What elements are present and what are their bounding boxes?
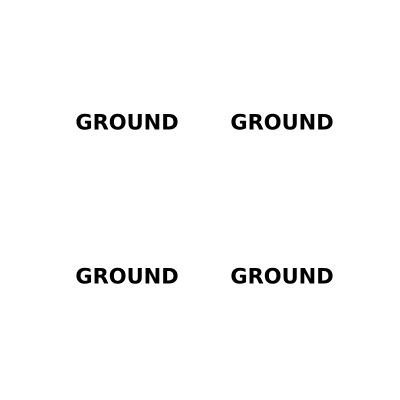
ground-label-bottom-left: GROUND xyxy=(75,264,179,289)
ground-label-top-right: GROUND xyxy=(230,110,334,135)
ground-label-top-left: GROUND xyxy=(75,110,179,135)
ground-label-bottom-right: GROUND xyxy=(230,264,334,289)
